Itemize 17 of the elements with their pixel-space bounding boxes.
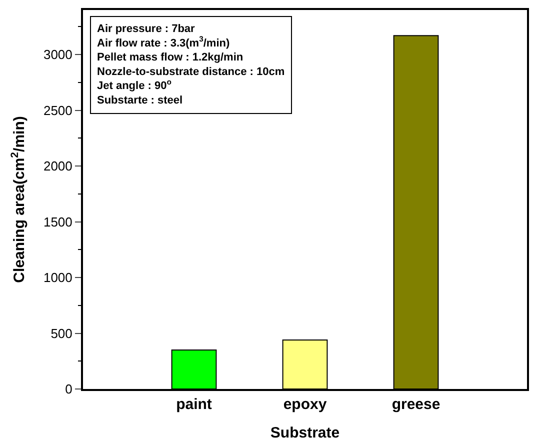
y-tick-label: 1000	[43, 270, 72, 286]
x-tick-label: epoxy	[283, 396, 328, 413]
y-tick-label: 3000	[43, 47, 72, 62]
annotation: Substarte : steel	[97, 94, 183, 106]
y-tick-label: 500	[50, 326, 72, 341]
y-tick-label: 0	[65, 382, 72, 397]
annotation: Air pressure : 7bar	[97, 23, 196, 35]
annotation: Air flow rate : 3.3(m$^{3}$/min)	[97, 34, 230, 50]
y-tick-label: 1500	[43, 214, 72, 230]
annotation: Jet angle : 90$^{o}$	[97, 78, 172, 92]
annotation: Pellet mass flow : 1.2kg/min	[97, 52, 244, 64]
y-tick-label: 2500	[43, 102, 72, 118]
x-axis-title: Substrate	[270, 424, 340, 442]
y-tick-label: 2000	[43, 158, 72, 174]
x-tick-label: paint	[176, 396, 212, 413]
x-tick-label: greese	[392, 396, 440, 413]
annotation: Nozzle-to-substrate distance : 10cm	[97, 66, 285, 78]
